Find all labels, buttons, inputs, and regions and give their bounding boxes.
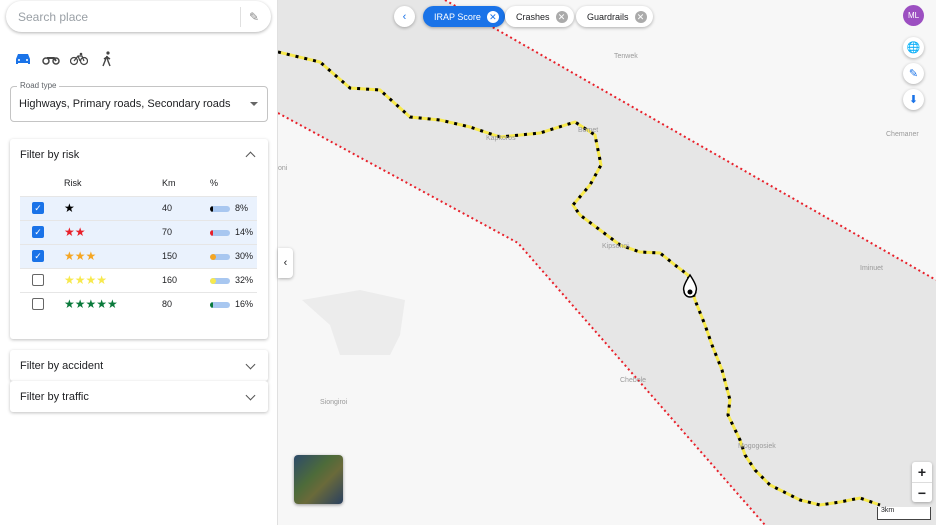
road-type-select[interactable]: Road type Highways, Primary roads, Secon…: [10, 81, 268, 122]
percent-bar: [210, 277, 230, 284]
dropdown-arrow-icon: [250, 102, 258, 106]
corridor-boundary: [444, 0, 936, 281]
risk-km: 40: [162, 195, 210, 220]
motorcycle-mode-icon[interactable]: [42, 50, 60, 68]
risk-table: Risk Km% ✓ ★ 40 8% ✓ ★★ 70 14% ✓ ★★★ 150 30…: [20, 170, 257, 316]
risk-row[interactable]: ★★★★ 160 32%: [20, 267, 257, 292]
avatar[interactable]: ML: [903, 5, 924, 26]
zoom-in-button[interactable]: +: [917, 464, 927, 480]
map-place-label: Kapkoros: [486, 135, 516, 142]
map-place-label: Bomet: [578, 127, 598, 134]
map-place-label: Chebole: [620, 377, 646, 384]
traffic-filter-header[interactable]: Filter by traffic: [10, 381, 268, 412]
map-place-label: Mogogosiek: [738, 443, 776, 450]
camera-marker-icon: [682, 273, 698, 298]
column-percent: %: [210, 177, 219, 188]
risk-row[interactable]: ✓ ★ 40 8%: [20, 195, 257, 220]
chip-crashes[interactable]: Crashes ✕: [505, 6, 574, 27]
chevron-down-icon: [245, 390, 256, 400]
chip-label: IRAP Score: [434, 11, 481, 22]
globe-icon[interactable]: 🌐: [903, 37, 924, 58]
bicycle-mode-icon[interactable]: [70, 50, 88, 68]
car-mode-icon[interactable]: [14, 50, 32, 68]
map-place-label: Chemaner: [886, 131, 919, 138]
download-icon[interactable]: ⬇: [903, 89, 924, 110]
road-type-label: Road type: [17, 81, 60, 90]
chip-irap-score[interactable]: IRAP Score ✕: [423, 6, 505, 27]
risk-checkbox[interactable]: ✓: [32, 202, 44, 214]
map-place-label: Tenwek: [614, 53, 638, 60]
close-icon[interactable]: ✕: [555, 10, 568, 23]
risk-checkbox[interactable]: [32, 298, 44, 311]
zoom-control: + −: [912, 462, 932, 502]
chip-label: Crashes: [516, 11, 550, 22]
traffic-filter-panel: Filter by traffic: [10, 381, 268, 412]
risk-row[interactable]: ✓ ★★ 70 14%: [20, 219, 257, 244]
zoom-out-button[interactable]: −: [912, 482, 932, 502]
scale-bar: 3km: [877, 507, 931, 520]
risk-km: 160: [162, 267, 210, 292]
road-type-value: Highways, Primary roads, Secondary roads: [19, 98, 231, 110]
column-km: Km: [162, 177, 176, 188]
road-route: [278, 50, 881, 507]
close-icon[interactable]: ✕: [486, 10, 499, 23]
back-button[interactable]: ‹: [394, 6, 415, 27]
collapse-sidebar-button[interactable]: ‹: [278, 248, 293, 278]
risk-km: 70: [162, 219, 210, 244]
corridor-area: [278, 0, 936, 525]
chevron-down-icon: [245, 359, 256, 369]
risk-checkbox[interactable]: ✓: [32, 250, 44, 262]
risk-filter-panel: Filter by risk Risk Km% ✓ ★ 40 8% ✓ ★★ 70 …: [10, 139, 268, 339]
risk-stars: ★★★★★: [64, 291, 162, 316]
map-place-label: oni: [278, 165, 288, 172]
walking-mode-icon[interactable]: [98, 50, 116, 68]
map-place-label: Iminuet: [860, 265, 883, 272]
edit-off-icon[interactable]: ✎: [248, 9, 259, 24]
search-input[interactable]: [18, 9, 240, 24]
search-bar[interactable]: ✎: [6, 1, 271, 32]
route-segment: [278, 50, 881, 507]
sidebar: ✎ Road type Highways, Primary roads, Sec…: [0, 0, 278, 525]
chip-label: Guardrails: [587, 11, 629, 22]
corridor-boundary: [278, 112, 766, 525]
map-place-label: Siongiroi: [320, 399, 348, 406]
risk-row[interactable]: ★★★★★ 80 16%: [20, 291, 257, 316]
risk-checkbox[interactable]: ✓: [32, 226, 44, 238]
chip-guardrails[interactable]: Guardrails ✕: [576, 6, 653, 27]
risk-km: 80: [162, 291, 210, 316]
close-icon[interactable]: ✕: [634, 10, 647, 23]
accident-filter-title: Filter by accident: [20, 359, 104, 372]
risk-percent: 8%: [235, 203, 249, 213]
accident-filter-header[interactable]: Filter by accident: [10, 350, 268, 381]
risk-stars: ★★: [64, 219, 162, 244]
divider: [239, 6, 241, 27]
risk-filter-title: Filter by risk: [20, 148, 80, 161]
map[interactable]: Tenwek Bomet Kapkoros Chemaner Kipsonoi Iminu…: [278, 0, 936, 525]
risk-percent: 30%: [235, 251, 254, 261]
risk-percent: 32%: [235, 275, 254, 285]
risk-filter-header[interactable]: Filter by risk: [10, 139, 268, 170]
risk-row[interactable]: ✓ ★★★ 150 30%: [20, 243, 257, 268]
risk-km: 150: [162, 243, 210, 268]
risk-checkbox[interactable]: [32, 274, 44, 286]
traffic-filter-title: Filter by traffic: [20, 390, 89, 403]
pencil-icon[interactable]: ✎: [903, 63, 924, 84]
risk-stars: ★★★★: [64, 267, 162, 292]
percent-bar: [210, 205, 230, 212]
percent-bar: [210, 229, 230, 236]
chevron-up-icon: [245, 151, 256, 161]
percent-bar: [210, 253, 230, 260]
risk-stars: ★★★: [64, 243, 162, 268]
risk-stars: ★: [64, 195, 162, 220]
map-place-label: Kipsonoi: [602, 243, 629, 250]
satellite-layer-toggle[interactable]: [294, 455, 343, 504]
risk-percent: 14%: [235, 227, 254, 237]
accident-filter-panel: Filter by accident: [10, 350, 268, 381]
percent-bar: [210, 301, 230, 308]
risk-percent: 16%: [235, 299, 254, 310]
column-risk: Risk: [64, 177, 82, 188]
